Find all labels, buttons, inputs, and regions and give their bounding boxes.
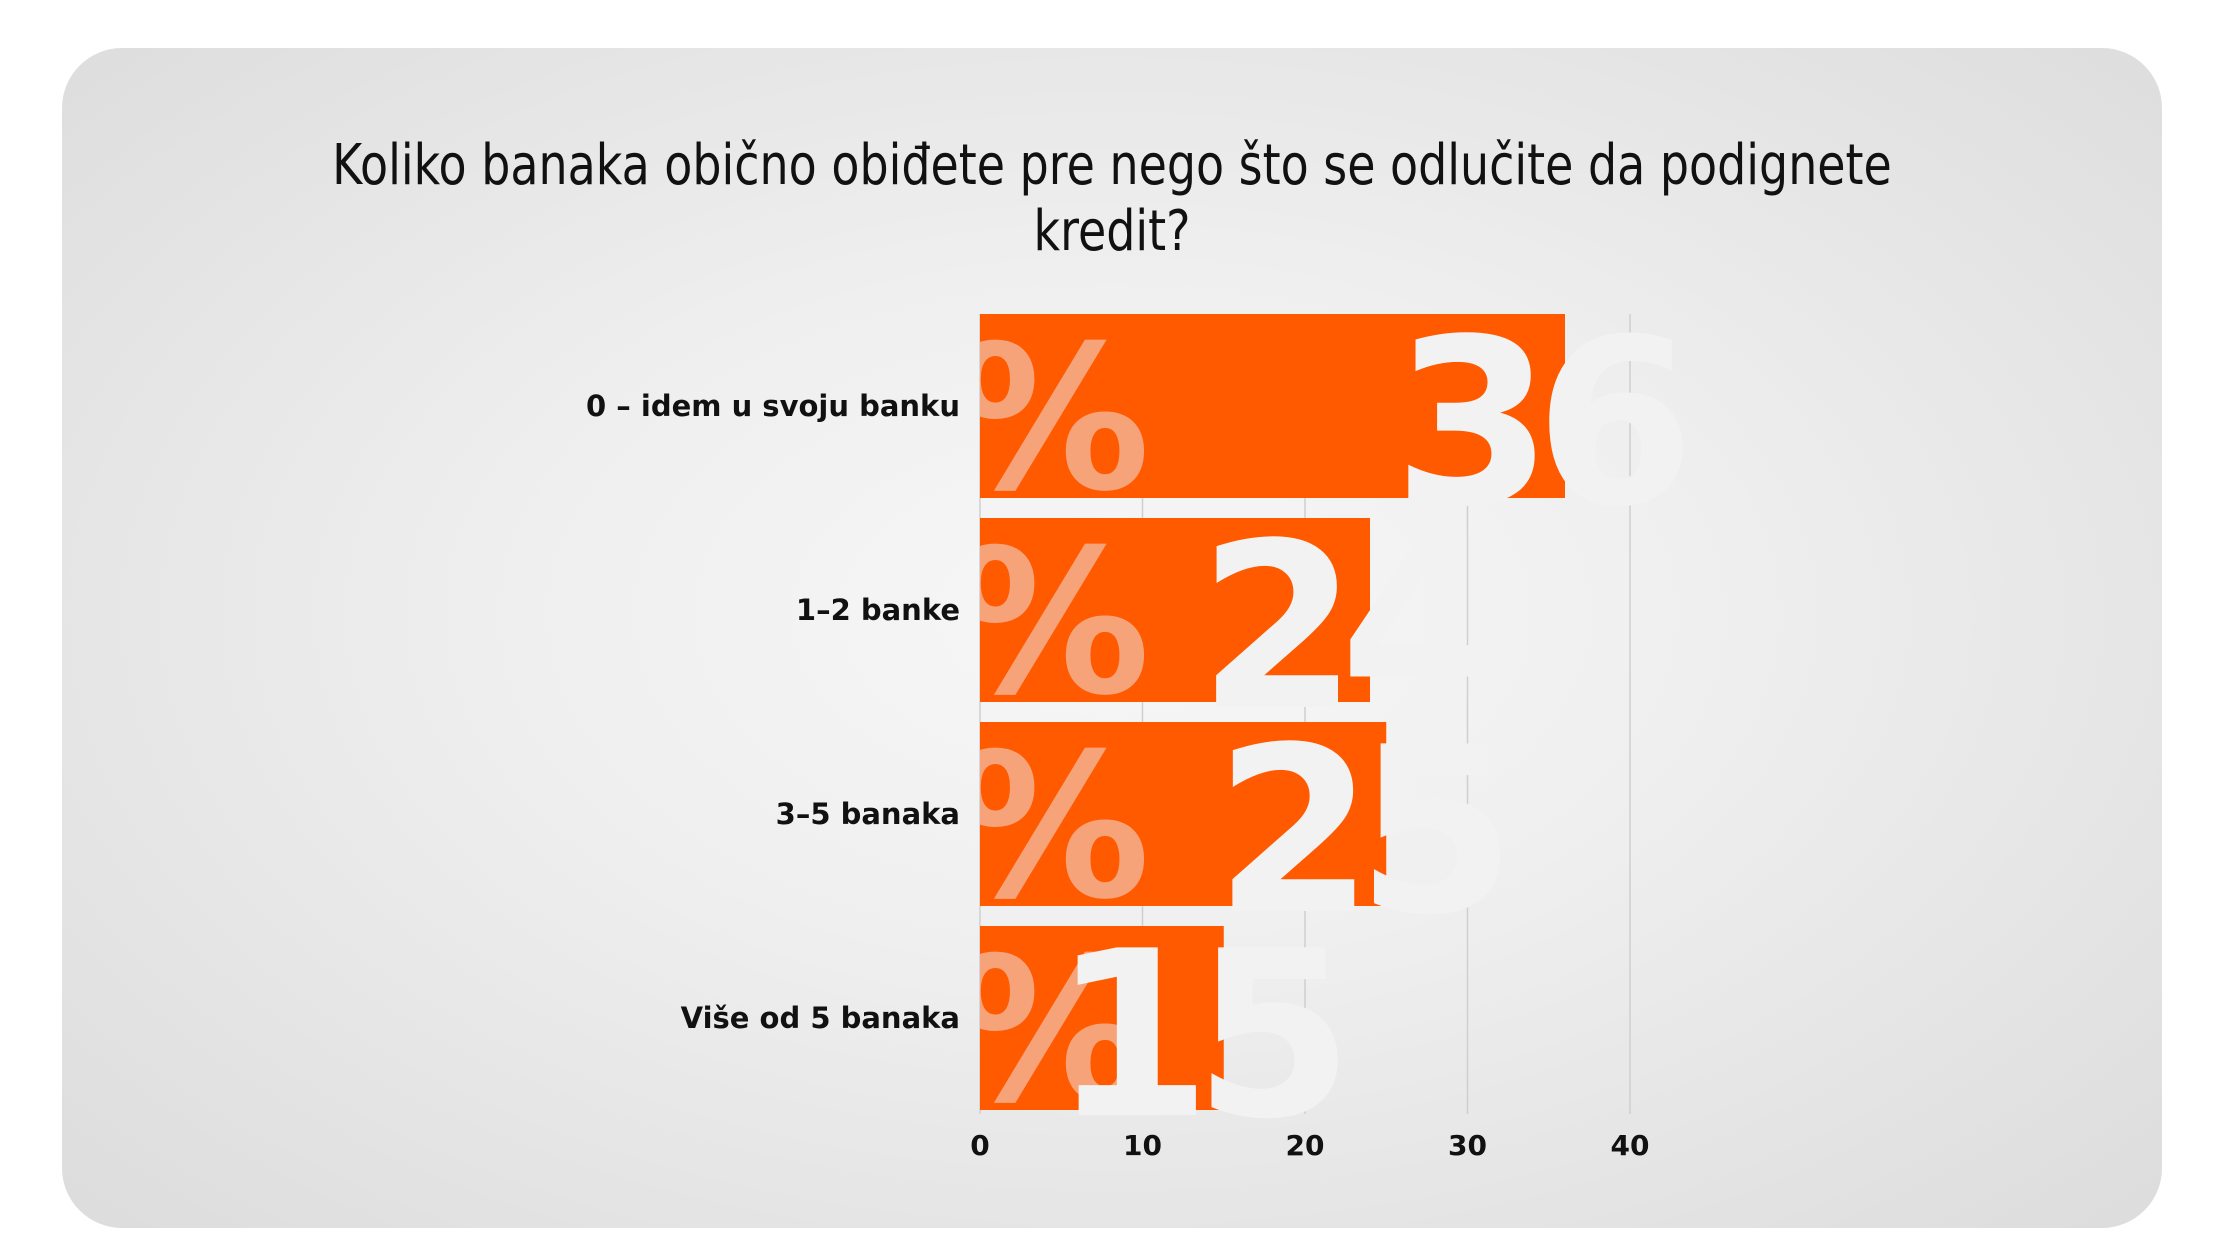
bar <box>980 926 1224 1110</box>
chart-title: Koliko banaka obično obiđete pre nego št… <box>332 133 1892 264</box>
bar-group: % 24 <box>950 495 1508 762</box>
x-tick-label: 0 <box>970 1129 989 1162</box>
data-label-value: 24 <box>1198 495 1490 762</box>
bar <box>980 518 1370 702</box>
category-label: 1–2 banke <box>796 593 960 627</box>
bar-group: %15 <box>950 903 1356 1170</box>
data-label-value: 15 <box>1052 903 1338 1170</box>
category-label: 0 – idem u svoju banku <box>586 389 960 423</box>
data-label-value: 25 <box>1214 699 1500 966</box>
category-label: Više od 5 banaka <box>681 1001 960 1035</box>
x-tick-label: 30 <box>1448 1129 1487 1162</box>
chart-card: Koliko banaka obično obiđete pre nego št… <box>62 48 2162 1228</box>
data-label-percent: % <box>950 507 1150 740</box>
data-label-percent: % <box>950 303 1150 536</box>
x-tick-label: 10 <box>1123 1129 1162 1162</box>
x-tick-label: 40 <box>1611 1129 1650 1162</box>
x-axis-ticks: 0 10 20 30 40 <box>970 1129 1649 1162</box>
bar <box>980 314 1565 498</box>
bars: % 36% 24% 25%15 <box>950 291 1701 1170</box>
data-label-value: 36 <box>1393 291 1683 558</box>
x-tick-label: 20 <box>1286 1129 1325 1162</box>
bar-group: % 25 <box>950 699 1518 966</box>
category-labels: 0 – idem u svoju banku 1–2 banke 3–5 banak… <box>586 389 960 1035</box>
bar-group: % 36 <box>950 291 1701 558</box>
category-label: 3–5 banaka <box>776 797 960 831</box>
data-label-percent: % <box>950 711 1150 944</box>
bar <box>980 722 1387 906</box>
data-label-percent: % <box>950 915 1150 1148</box>
